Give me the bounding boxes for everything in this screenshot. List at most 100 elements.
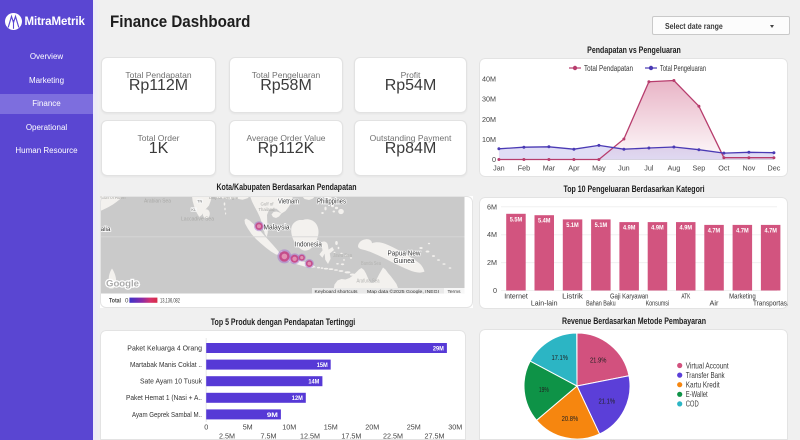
svg-text:4.7M: 4.7M bbox=[708, 227, 721, 234]
svg-text:Paket Keluarga 4 Orang: Paket Keluarga 4 Orang bbox=[127, 343, 202, 352]
svg-text:Arafura Sea: Arafura Sea bbox=[357, 279, 381, 285]
svg-text:Virtual Account: Virtual Account bbox=[686, 360, 729, 370]
svg-text:Jan: Jan bbox=[493, 164, 505, 173]
svg-text:40M: 40M bbox=[482, 75, 496, 84]
svg-text:5.5M: 5.5M bbox=[510, 216, 523, 223]
svg-text:2M: 2M bbox=[487, 258, 497, 267]
svg-text:Indonesia: Indonesia bbox=[295, 239, 323, 248]
svg-text:Konsumsi: Konsumsi bbox=[646, 299, 670, 308]
svg-text:Google: Google bbox=[106, 279, 139, 289]
svg-text:Martabak Manis Coklat ..: Martabak Manis Coklat .. bbox=[130, 360, 202, 369]
svg-text:Jun: Jun bbox=[618, 164, 630, 173]
svg-text:15M: 15M bbox=[317, 362, 328, 369]
svg-text:E-Wallet: E-Wallet bbox=[686, 389, 708, 399]
svg-text:Kartu Kredit: Kartu Kredit bbox=[686, 380, 720, 390]
svg-text:Thailand: Thailand bbox=[259, 207, 275, 212]
svg-text:7.5M: 7.5M bbox=[261, 432, 277, 440]
svg-text:Lain-lain: Lain-lain bbox=[531, 299, 558, 308]
svg-text:9M: 9M bbox=[267, 412, 278, 419]
svg-text:5.1M: 5.1M bbox=[595, 222, 608, 229]
svg-text:Sep: Sep bbox=[693, 164, 706, 173]
svg-text:Paket Hemat 1 (Nasi + A..: Paket Hemat 1 (Nasi + A.. bbox=[126, 393, 202, 402]
svg-text:12.5M: 12.5M bbox=[300, 432, 320, 440]
svg-text:5.1M: 5.1M bbox=[566, 222, 579, 229]
svg-text:Aug: Aug bbox=[668, 164, 681, 173]
svg-text:Feb: Feb bbox=[518, 164, 530, 173]
svg-text:Gaji Karyawan: Gaji Karyawan bbox=[610, 292, 648, 301]
svg-text:4.7M: 4.7M bbox=[736, 227, 749, 234]
svg-text:17.5M: 17.5M bbox=[341, 432, 361, 440]
svg-text:Ayam Geprek Sambal M..: Ayam Geprek Sambal M.. bbox=[132, 410, 202, 419]
svg-text:Jawa Sea: Jawa Sea bbox=[333, 253, 353, 259]
svg-text:Bahan Baku: Bahan Baku bbox=[586, 299, 616, 308]
svg-text:13,136,082: 13,136,082 bbox=[160, 297, 180, 304]
svg-text:TN: TN bbox=[197, 200, 202, 204]
svg-text:Philippines: Philippines bbox=[317, 199, 346, 206]
svg-text:0: 0 bbox=[492, 155, 496, 164]
svg-text:29M: 29M bbox=[433, 345, 444, 352]
svg-text:6M: 6M bbox=[487, 202, 497, 211]
svg-text:COD: COD bbox=[686, 399, 699, 409]
svg-text:Transportasi: Transportasi bbox=[753, 299, 789, 308]
svg-text:5M: 5M bbox=[243, 423, 253, 432]
svg-text:Gulf of: Gulf of bbox=[261, 202, 275, 207]
svg-text:Jul: Jul bbox=[644, 164, 654, 173]
svg-text:Marketing: Marketing bbox=[729, 292, 756, 301]
svg-text:Internet: Internet bbox=[504, 292, 528, 301]
svg-text:Keyboard shortcuts: Keyboard shortcuts bbox=[315, 289, 359, 295]
svg-text:Apr: Apr bbox=[568, 164, 580, 173]
svg-text:Bay of Bengal: Bay of Bengal bbox=[209, 196, 238, 201]
svg-text:Laccadive Sea: Laccadive Sea bbox=[181, 217, 215, 223]
svg-text:4M: 4M bbox=[487, 230, 497, 239]
svg-text:14M: 14M bbox=[308, 379, 319, 386]
svg-text:Mar: Mar bbox=[543, 164, 556, 173]
svg-text:17.1%: 17.1% bbox=[551, 355, 568, 362]
svg-text:Terms: Terms bbox=[448, 289, 462, 295]
svg-text:4.9M: 4.9M bbox=[680, 225, 693, 232]
svg-text:0: 0 bbox=[493, 286, 497, 295]
svg-text:Malaysia: Malaysia bbox=[264, 224, 290, 231]
svg-text:20.8%: 20.8% bbox=[562, 416, 579, 423]
svg-text:Arabian Sea: Arabian Sea bbox=[144, 199, 172, 205]
svg-text:19%: 19% bbox=[539, 387, 549, 394]
svg-text:Dec: Dec bbox=[768, 164, 781, 173]
svg-text:30M: 30M bbox=[482, 95, 496, 104]
svg-text:15M: 15M bbox=[324, 423, 338, 432]
svg-text:2.5M: 2.5M bbox=[219, 432, 235, 440]
svg-text:5.4M: 5.4M bbox=[538, 218, 551, 225]
svg-text:Total: Total bbox=[109, 297, 121, 304]
svg-text:Banda Sea: Banda Sea bbox=[361, 261, 382, 267]
svg-text:4.9M: 4.9M bbox=[623, 225, 636, 232]
svg-text:4.9M: 4.9M bbox=[651, 225, 664, 232]
svg-text:4.7M: 4.7M bbox=[764, 227, 777, 234]
svg-text:May: May bbox=[592, 164, 606, 173]
svg-text:Total Pendapatan: Total Pendapatan bbox=[584, 63, 633, 73]
svg-text:Transfer Bank: Transfer Bank bbox=[686, 370, 726, 380]
svg-text:Papua New: Papua New bbox=[388, 251, 422, 258]
svg-text:25M: 25M bbox=[407, 423, 421, 432]
svg-text:Vietnam: Vietnam bbox=[278, 199, 299, 206]
svg-text:12M: 12M bbox=[292, 395, 303, 402]
svg-text:Total Pengeluaran: Total Pengeluaran bbox=[660, 63, 706, 73]
svg-text:Nov: Nov bbox=[743, 164, 756, 173]
svg-text:KL: KL bbox=[191, 208, 196, 212]
svg-text:20M: 20M bbox=[482, 115, 496, 124]
svg-text:21.9%: 21.9% bbox=[590, 358, 607, 365]
svg-text:Map data ©2025 Google, INEGI: Map data ©2025 Google, INEGI bbox=[367, 288, 439, 295]
svg-text:27.5M: 27.5M bbox=[425, 432, 445, 440]
svg-text:0: 0 bbox=[204, 423, 208, 432]
svg-text:Guinea: Guinea bbox=[394, 258, 415, 265]
svg-text:0: 0 bbox=[125, 297, 129, 304]
svg-text:ATK: ATK bbox=[681, 292, 690, 301]
svg-text:Sate Ayam 10 Tusuk: Sate Ayam 10 Tusuk bbox=[140, 377, 202, 386]
svg-text:10M: 10M bbox=[282, 423, 296, 432]
svg-text:Oct: Oct bbox=[718, 164, 729, 173]
svg-text:21.1%: 21.1% bbox=[599, 399, 616, 406]
svg-text:30M: 30M bbox=[448, 423, 462, 432]
svg-text:alia: alia bbox=[101, 226, 111, 233]
svg-text:Listrik: Listrik bbox=[562, 292, 583, 301]
svg-text:Gulf of Aden: Gulf of Aden bbox=[101, 196, 126, 201]
svg-text:22.5M: 22.5M bbox=[383, 432, 403, 440]
svg-text:20M: 20M bbox=[365, 423, 379, 432]
svg-text:Air: Air bbox=[710, 299, 719, 308]
